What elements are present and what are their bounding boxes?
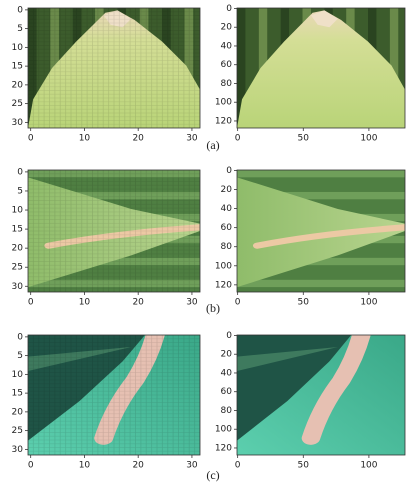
x-tick-label: 30 bbox=[186, 134, 198, 144]
image-panel bbox=[28, 8, 200, 128]
y-tick-label: 15 bbox=[12, 225, 23, 235]
y-tick-label: 0 bbox=[226, 331, 232, 341]
x-tick-label: 0 bbox=[28, 134, 34, 144]
y-tick-label: 25 bbox=[12, 99, 23, 109]
figure: 0102030051015202530050100020406080100120… bbox=[0, 0, 408, 486]
x-tick-label: 20 bbox=[132, 461, 144, 471]
x-tick-label: 30 bbox=[186, 298, 198, 308]
y-tick-label: 20 bbox=[221, 23, 233, 33]
y-tick-label: 120 bbox=[215, 116, 232, 126]
y-tick-label: 0 bbox=[17, 5, 23, 15]
y-tick-label: 20 bbox=[12, 407, 24, 417]
y-tick-label: 40 bbox=[221, 41, 233, 51]
image-panel bbox=[237, 170, 405, 292]
y-tick-label: 5 bbox=[17, 351, 23, 361]
x-tick-label: 0 bbox=[235, 134, 241, 144]
x-tick-label: 30 bbox=[186, 461, 198, 471]
y-tick-label: 15 bbox=[12, 389, 23, 399]
x-tick-label: 0 bbox=[28, 461, 34, 471]
y-tick-label: 0 bbox=[226, 4, 232, 14]
y-tick-label: 120 bbox=[215, 280, 232, 290]
y-tick-label: 0 bbox=[17, 332, 23, 342]
x-tick-label: 10 bbox=[79, 298, 91, 308]
caption: (c) bbox=[206, 468, 219, 482]
y-tick-label: 30 bbox=[12, 282, 24, 292]
y-tick-label: 30 bbox=[12, 445, 24, 455]
y-tick-label: 20 bbox=[221, 185, 233, 195]
y-tick-label: 10 bbox=[12, 206, 24, 216]
image-panel bbox=[237, 335, 405, 455]
caption: (b) bbox=[206, 301, 220, 315]
y-tick-label: 20 bbox=[12, 80, 24, 90]
image-panel bbox=[237, 8, 405, 128]
x-tick-label: 50 bbox=[298, 298, 310, 308]
x-tick-label: 0 bbox=[235, 461, 241, 471]
x-tick-label: 50 bbox=[298, 461, 310, 471]
y-tick-label: 60 bbox=[221, 387, 233, 397]
y-tick-label: 120 bbox=[215, 443, 232, 453]
image-panel bbox=[28, 335, 200, 455]
y-tick-label: 40 bbox=[221, 368, 233, 378]
x-tick-label: 0 bbox=[235, 298, 241, 308]
x-tick-label: 10 bbox=[79, 134, 91, 144]
y-tick-label: 30 bbox=[12, 118, 24, 128]
y-tick-label: 80 bbox=[221, 242, 233, 252]
x-tick-label: 50 bbox=[298, 134, 310, 144]
x-tick-label: 20 bbox=[132, 134, 144, 144]
y-tick-label: 100 bbox=[215, 425, 232, 435]
x-tick-label: 10 bbox=[79, 461, 91, 471]
y-tick-label: 40 bbox=[221, 204, 233, 214]
x-tick-label: 100 bbox=[360, 298, 377, 308]
y-tick-label: 60 bbox=[221, 223, 233, 233]
y-tick-label: 15 bbox=[12, 62, 23, 72]
y-tick-label: 5 bbox=[17, 24, 23, 34]
image-panel bbox=[28, 170, 200, 292]
caption: (a) bbox=[206, 138, 219, 152]
x-tick-label: 100 bbox=[360, 134, 377, 144]
y-tick-label: 0 bbox=[226, 166, 232, 176]
y-tick-label: 10 bbox=[12, 370, 24, 380]
y-tick-label: 5 bbox=[17, 186, 23, 196]
x-tick-label: 20 bbox=[132, 298, 144, 308]
y-tick-label: 20 bbox=[221, 350, 233, 360]
x-tick-label: 100 bbox=[360, 461, 377, 471]
y-tick-label: 20 bbox=[12, 244, 24, 254]
y-tick-label: 25 bbox=[12, 426, 23, 436]
y-tick-label: 60 bbox=[221, 60, 233, 70]
y-tick-label: 10 bbox=[12, 43, 24, 53]
y-tick-label: 80 bbox=[221, 406, 233, 416]
y-tick-label: 80 bbox=[221, 79, 233, 89]
y-tick-label: 100 bbox=[215, 98, 232, 108]
x-tick-label: 0 bbox=[28, 298, 34, 308]
y-tick-label: 0 bbox=[17, 167, 23, 177]
y-tick-label: 100 bbox=[215, 261, 232, 271]
y-tick-label: 25 bbox=[12, 263, 23, 273]
